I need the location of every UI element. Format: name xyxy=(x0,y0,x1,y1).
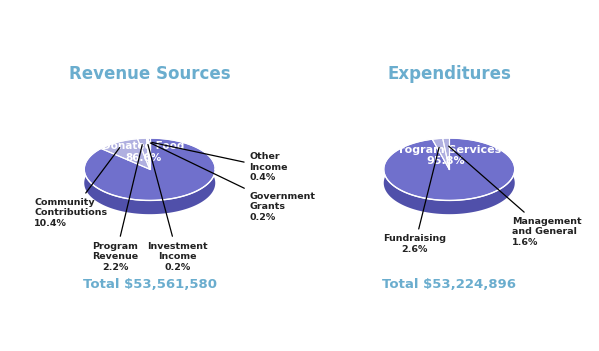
Text: Donated Food
86.6%: Donated Food 86.6% xyxy=(102,141,184,163)
Text: Investment
Income
0.2%: Investment Income 0.2% xyxy=(147,145,208,272)
Text: Program Services
95.8%: Program Services 95.8% xyxy=(391,145,501,166)
Polygon shape xyxy=(138,138,147,152)
Text: Revenue Sources: Revenue Sources xyxy=(69,65,231,83)
Text: Management
and General
1.6%: Management and General 1.6% xyxy=(449,146,581,246)
Polygon shape xyxy=(432,138,449,169)
Text: Government
Grants
0.2%: Government Grants 0.2% xyxy=(150,143,316,221)
Polygon shape xyxy=(147,138,150,169)
Polygon shape xyxy=(84,138,215,214)
Polygon shape xyxy=(138,138,150,169)
Polygon shape xyxy=(84,138,215,200)
Text: Total $53,561,580: Total $53,561,580 xyxy=(83,278,217,291)
Polygon shape xyxy=(443,138,449,169)
Polygon shape xyxy=(384,138,515,200)
Text: Fundraising
2.6%: Fundraising 2.6% xyxy=(383,147,446,254)
Polygon shape xyxy=(101,139,150,169)
Text: Community
Contributions
10.4%: Community Contributions 10.4% xyxy=(34,148,120,228)
Text: Program
Revenue
2.2%: Program Revenue 2.2% xyxy=(92,145,142,272)
Text: Expenditures: Expenditures xyxy=(388,65,511,83)
Polygon shape xyxy=(147,138,148,152)
Polygon shape xyxy=(148,138,150,152)
Text: Other
Income
0.4%: Other Income 0.4% xyxy=(152,143,288,182)
Polygon shape xyxy=(443,138,449,152)
Polygon shape xyxy=(384,138,515,214)
Text: Total $53,224,896: Total $53,224,896 xyxy=(382,278,516,291)
Polygon shape xyxy=(148,138,150,169)
Polygon shape xyxy=(432,138,443,153)
Polygon shape xyxy=(147,138,150,169)
Polygon shape xyxy=(101,139,138,162)
